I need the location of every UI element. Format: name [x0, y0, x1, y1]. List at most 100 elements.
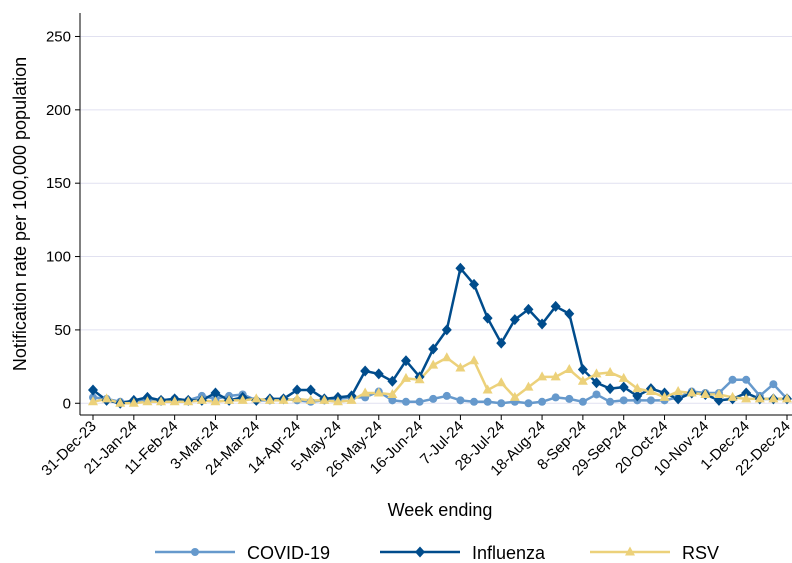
data-point: [156, 396, 167, 406]
data-point: [142, 396, 153, 406]
data-point: [400, 372, 411, 382]
legend-marker: [415, 546, 425, 558]
data-point: [101, 393, 112, 403]
data-point: [550, 300, 561, 312]
data-point: [210, 387, 221, 399]
data-point: [769, 380, 778, 389]
data-point: [768, 393, 779, 403]
data-point: [509, 391, 520, 401]
data-point: [564, 308, 575, 320]
data-point: [618, 381, 629, 393]
data-point: [346, 394, 357, 404]
data-point: [523, 381, 534, 391]
series-line: [92, 356, 787, 405]
data-point: [728, 375, 737, 384]
data-point: [196, 394, 207, 404]
data-point: [673, 386, 684, 396]
data-point: [605, 383, 616, 395]
data-point: [741, 387, 752, 399]
x-axis-label: Week ending: [388, 500, 493, 520]
y-tick-label: 250: [46, 28, 71, 45]
data-point: [360, 365, 371, 377]
data-point: [523, 303, 534, 315]
data-point: [496, 377, 507, 387]
data-point: [292, 384, 303, 396]
data-point: [115, 397, 126, 407]
data-point: [632, 383, 643, 393]
data-point: [237, 394, 248, 404]
data-point: [524, 399, 533, 408]
data-point: [742, 375, 751, 384]
data-point: [550, 371, 561, 381]
data-point: [128, 397, 139, 407]
data-point: [387, 388, 398, 398]
data-point: [441, 352, 452, 362]
data-point: [673, 393, 684, 405]
y-tick-label: 0: [63, 395, 71, 412]
data-point: [509, 314, 520, 326]
y-tick-label: 200: [46, 102, 71, 119]
data-point: [565, 394, 574, 403]
legend-label: RSV: [682, 543, 719, 563]
data-point: [578, 397, 587, 406]
data-point: [455, 262, 466, 274]
y-tick-label: 150: [46, 175, 71, 192]
legend-label: COVID-19: [247, 543, 330, 563]
data-point: [319, 394, 330, 404]
data-point: [429, 394, 438, 403]
data-point: [537, 371, 548, 381]
data-point: [360, 387, 371, 397]
y-axis-label: Notification rate per 100,000 population: [10, 57, 30, 371]
data-point: [332, 396, 343, 406]
data-point: [415, 397, 424, 406]
data-point: [605, 366, 616, 376]
data-point: [551, 393, 560, 402]
data-point: [210, 396, 221, 406]
data-point: [482, 312, 493, 324]
data-point: [470, 397, 479, 406]
data-point: [741, 393, 752, 403]
data-point: [645, 386, 656, 396]
data-point: [169, 396, 180, 406]
data-point: [577, 375, 588, 385]
data-point: [497, 399, 506, 408]
data-point: [414, 374, 425, 384]
data-point: [388, 396, 397, 405]
data-point: [727, 391, 738, 401]
data-point: [224, 394, 235, 404]
data-point: [456, 396, 465, 405]
data-point: [591, 377, 602, 389]
data-point: [619, 396, 628, 405]
data-point: [782, 393, 792, 403]
data-point: [713, 388, 724, 398]
data-point: [686, 387, 697, 397]
data-point: [659, 391, 670, 401]
data-point: [564, 364, 575, 374]
y-tick-label: 100: [46, 249, 71, 266]
data-point: [646, 396, 655, 405]
data-point: [88, 384, 98, 396]
data-point: [292, 393, 303, 403]
data-point: [496, 337, 507, 349]
series-line: [92, 267, 787, 405]
data-point: [305, 394, 316, 404]
data-point: [428, 359, 439, 369]
data-point: [441, 324, 452, 336]
data-point: [251, 393, 262, 403]
data-point: [482, 384, 493, 394]
data-point: [305, 384, 316, 396]
data-point: [183, 396, 194, 406]
data-point: [618, 372, 629, 382]
data-point: [577, 364, 588, 376]
data-point: [88, 396, 98, 406]
data-point: [400, 355, 411, 367]
y-tick-label: 50: [54, 322, 71, 339]
data-point: [264, 394, 275, 404]
data-point: [483, 397, 492, 406]
data-point: [428, 343, 439, 355]
data-point: [373, 387, 384, 397]
data-point: [537, 318, 548, 330]
data-point: [401, 397, 410, 406]
data-point: [538, 397, 547, 406]
